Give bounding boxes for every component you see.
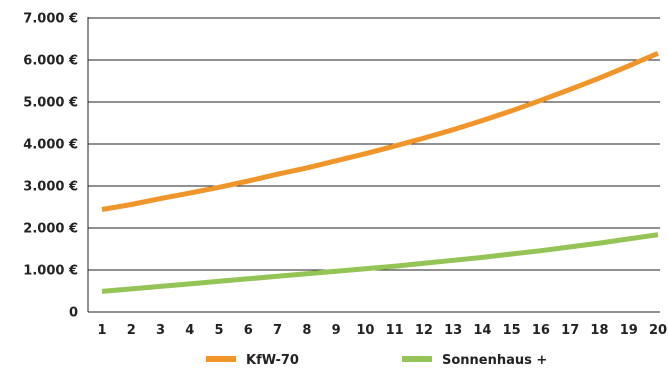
x-tick-label: 10 <box>356 323 374 338</box>
x-tick-label: 15 <box>503 323 521 338</box>
series-lines <box>101 51 659 294</box>
y-tick-label: 4.000 € <box>23 138 78 153</box>
x-tick-label: 8 <box>302 323 311 338</box>
legend: KfW-70 Sonnenhaus + <box>206 353 547 368</box>
x-tick-label: 11 <box>386 323 404 338</box>
x-axis-tick-labels: 1 2 3 4 5 6 7 8 9 10 11 12 13 14 15 16 17 18 19 20 <box>97 323 667 338</box>
y-tick-label: 2.000 € <box>23 222 78 237</box>
x-tick-label: 6 <box>244 323 253 338</box>
y-tick-label: 6.000 € <box>23 54 78 69</box>
x-tick-label: 19 <box>620 323 638 338</box>
x-tick-label: 16 <box>532 323 550 338</box>
x-tick-label: 7 <box>273 323 282 338</box>
x-tick-label: 5 <box>215 323 224 338</box>
x-tick-label: 1 <box>97 323 106 338</box>
y-tick-label: 5.000 € <box>23 96 78 111</box>
legend-swatch <box>206 356 236 362</box>
x-tick-label: 3 <box>156 323 165 338</box>
series-line-0 <box>101 51 659 212</box>
x-tick-label: 13 <box>444 323 462 338</box>
x-tick-label: 17 <box>561 323 579 338</box>
legend-label: KfW-70 <box>246 353 299 368</box>
x-tick-label: 2 <box>127 323 136 338</box>
legend-swatch <box>402 356 432 362</box>
y-tick-label: 3.000 € <box>23 180 78 195</box>
x-tick-label: 4 <box>185 323 194 338</box>
x-tick-label: 20 <box>649 323 667 338</box>
y-tick-label: 7.000 € <box>23 12 78 27</box>
y-axis-tick-labels: 0 1.000 € 2.000 € 3.000 € 4.000 € 5.000 € 6.00… <box>23 12 78 321</box>
y-tick-label: 0 <box>69 306 78 321</box>
legend-label: Sonnenhaus + <box>442 353 547 368</box>
series-line-1 <box>101 232 659 294</box>
grid-lines <box>87 17 660 313</box>
x-tick-label: 9 <box>332 323 341 338</box>
x-tick-label: 12 <box>415 323 433 338</box>
y-tick-label: 1.000 € <box>23 264 78 279</box>
x-tick-label: 18 <box>590 323 608 338</box>
x-tick-label: 14 <box>473 323 491 338</box>
